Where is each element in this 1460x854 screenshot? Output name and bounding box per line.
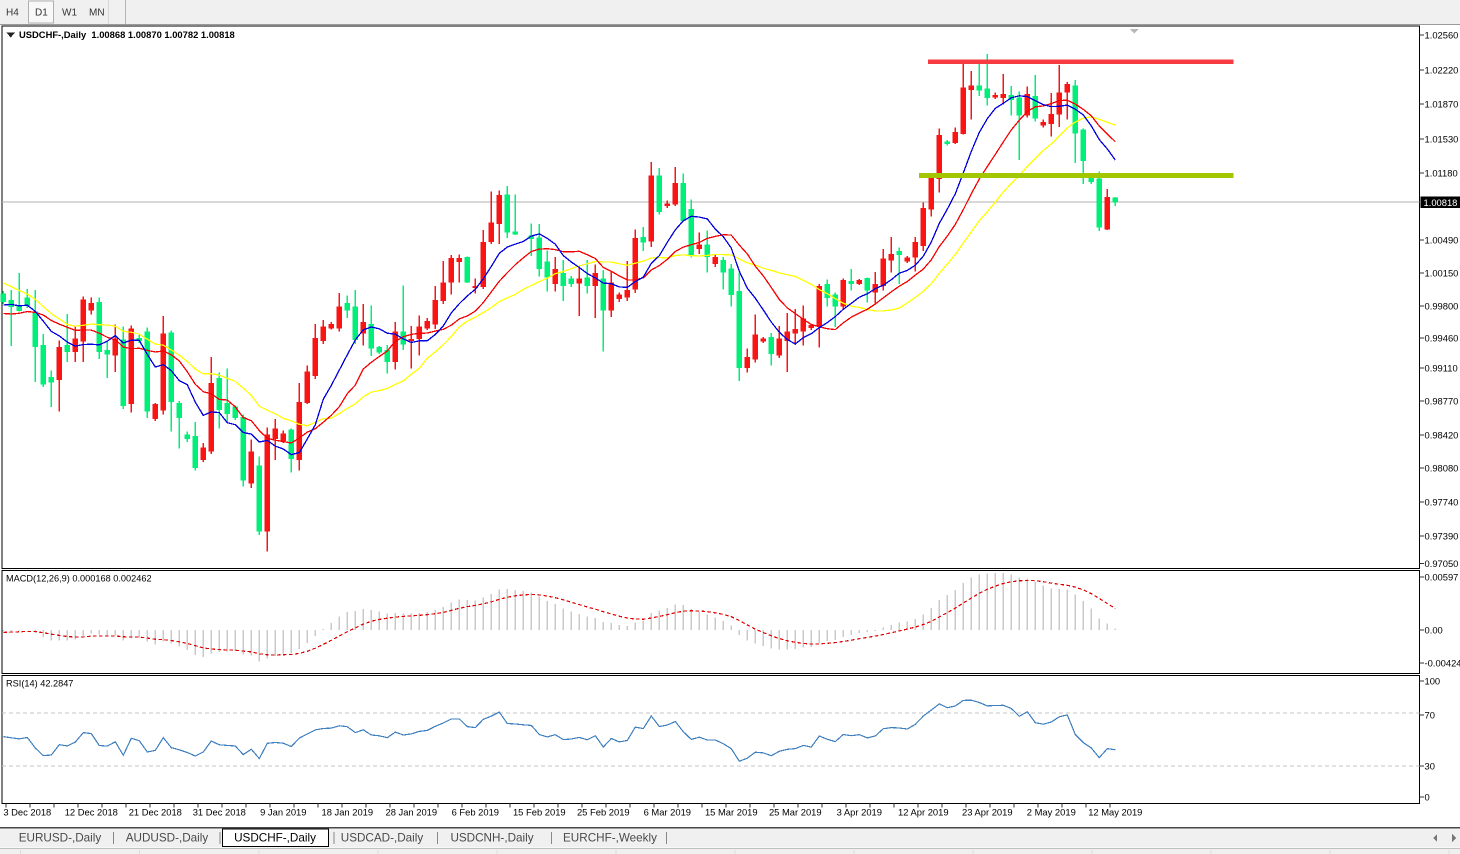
svg-text:2 May 2019: 2 May 2019 [1027,807,1076,818]
svg-text:15 Mar 2019: 15 Mar 2019 [705,807,758,818]
svg-text:0.97390: 0.97390 [1425,531,1459,542]
svg-text:W1: W1 [62,8,77,19]
svg-text:-0.004243: -0.004243 [1425,658,1460,669]
svg-text:21 Dec 2018: 21 Dec 2018 [129,807,182,818]
svg-text:1.00490: 1.00490 [1425,235,1459,246]
svg-text:28 Jan 2019: 28 Jan 2019 [385,807,437,818]
svg-text:0.98770: 0.98770 [1425,396,1459,407]
svg-text:18 Jan 2019: 18 Jan 2019 [321,807,373,818]
svg-text:100: 100 [1425,676,1441,687]
svg-text:USDCHF-,Daily 1.00868 1.00870: USDCHF-,Daily 1.00868 1.00870 1.00782 1.… [19,29,235,40]
svg-text:MACD(12,26,9) 0.000168 0.00246: MACD(12,26,9) 0.000168 0.002462 [6,574,152,584]
svg-text:USDCAD-,Daily: USDCAD-,Daily [341,832,424,845]
svg-text:1.01870: 1.01870 [1425,99,1459,110]
svg-text:3 Apr 2019: 3 Apr 2019 [837,807,882,818]
svg-text:1.00150: 1.00150 [1425,268,1459,279]
svg-text:USDCNH-,Daily: USDCNH-,Daily [450,832,533,845]
svg-text:23 Apr 2019: 23 Apr 2019 [962,807,1013,818]
svg-text:12 Apr 2019: 12 Apr 2019 [898,807,949,818]
svg-text:EURCHF-,Weekly: EURCHF-,Weekly [563,832,657,845]
svg-text:1.01180: 1.01180 [1425,168,1458,179]
svg-text:D1: D1 [35,8,48,19]
svg-text:0: 0 [1425,792,1430,803]
svg-text:1.02220: 1.02220 [1425,65,1459,76]
svg-text:6 Mar 2019: 6 Mar 2019 [644,807,691,818]
svg-text:0.00: 0.00 [1425,625,1443,636]
svg-text:RSI(14) 42.2847: RSI(14) 42.2847 [6,679,73,689]
svg-text:30: 30 [1425,761,1435,772]
svg-text:0.99800: 0.99800 [1425,301,1459,312]
svg-text:MN: MN [89,8,105,19]
svg-text:12 May 2019: 12 May 2019 [1088,807,1142,818]
svg-text:0.00597: 0.00597 [1425,572,1459,583]
svg-text:25 Mar 2019: 25 Mar 2019 [769,807,822,818]
svg-text:0.97050: 0.97050 [1425,558,1459,569]
svg-text:12 Dec 2018: 12 Dec 2018 [65,807,118,818]
svg-text:1.01530: 1.01530 [1425,134,1459,145]
svg-text:AUDUSD-,Daily: AUDUSD-,Daily [126,832,209,845]
svg-text:70: 70 [1425,710,1435,721]
svg-text:3 Dec 2018: 3 Dec 2018 [3,807,51,818]
svg-text:31 Dec 2018: 31 Dec 2018 [193,807,246,818]
svg-text:0.99460: 0.99460 [1425,333,1459,344]
svg-text:25 Feb 2019: 25 Feb 2019 [577,807,630,818]
svg-text:0.98080: 0.98080 [1425,463,1459,474]
svg-text:1.02560: 1.02560 [1425,30,1459,41]
svg-text:0.98420: 0.98420 [1425,430,1459,441]
svg-text:15 Feb 2019: 15 Feb 2019 [513,807,566,818]
svg-text:9 Jan 2019: 9 Jan 2019 [260,807,306,818]
svg-text:6 Feb 2019: 6 Feb 2019 [452,807,499,818]
svg-text:EURUSD-,Daily: EURUSD-,Daily [19,832,102,845]
svg-text:1.00818: 1.00818 [1424,197,1458,208]
svg-text:USDCHF-,Daily: USDCHF-,Daily [234,832,316,845]
svg-text:H4: H4 [6,8,19,19]
svg-text:0.97740: 0.97740 [1425,497,1459,508]
svg-text:0.99110: 0.99110 [1425,363,1458,374]
